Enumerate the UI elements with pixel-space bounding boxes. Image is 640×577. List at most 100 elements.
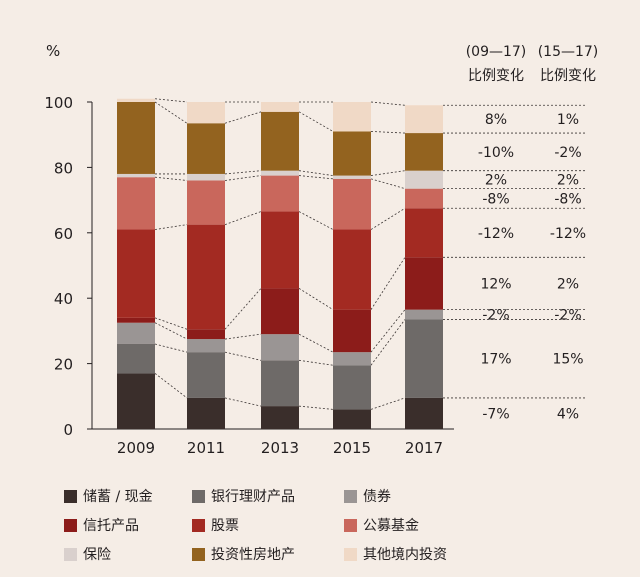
legend-label: 股票	[211, 518, 239, 534]
y-unit-label: %	[46, 42, 60, 60]
connector-line	[154, 101, 188, 124]
legend-swatch	[64, 489, 77, 503]
change-value-1517: -12%	[550, 226, 586, 242]
change-value-0917: 8%	[485, 112, 507, 128]
bar-segment-2015	[333, 178, 371, 230]
bar-segment-2011	[187, 173, 225, 181]
connector-line	[224, 111, 262, 124]
connector-line	[370, 309, 406, 353]
y-tick-label: 20	[54, 356, 73, 374]
bar-segment-2011	[187, 329, 225, 340]
connector-line	[370, 170, 406, 176]
change-value-1517: 1%	[557, 112, 579, 128]
bar-segment-2011	[187, 339, 225, 353]
connector-line	[370, 397, 406, 410]
connector-line	[154, 322, 188, 340]
legend-swatch	[344, 518, 357, 532]
change-value-0917: 12%	[480, 276, 511, 292]
bar-segment-2011	[187, 397, 225, 429]
bar-segment-2013	[261, 334, 299, 361]
bar-segment-2017	[405, 309, 443, 320]
connector-line	[224, 288, 262, 330]
legend-label: 信托产品	[83, 518, 139, 534]
change-header-1517-line2: 比例变化	[540, 68, 596, 84]
connector-line	[298, 288, 334, 310]
legend-item: 股票	[192, 515, 344, 535]
legend-item: 其他境内投资	[344, 544, 514, 564]
legend-swatch	[64, 547, 77, 561]
connector-line	[298, 359, 334, 366]
change-value-0917: -10%	[478, 145, 514, 161]
bar-segment-2009	[117, 102, 155, 174]
bar-segment-2015	[333, 309, 371, 353]
bar-segment-2015	[333, 229, 371, 310]
bar-segment-2017	[405, 105, 443, 134]
connector-line	[224, 175, 262, 181]
change-value-1517: -2%	[554, 145, 581, 161]
legend-label: 储蓄 / 现金	[83, 489, 153, 505]
legend-item: 储蓄 / 现金	[64, 486, 192, 506]
x-tick-label: 2011	[187, 439, 225, 457]
y-tick-label: 100	[44, 94, 73, 112]
change-value-1517: 15%	[552, 352, 583, 368]
connector-line	[370, 319, 406, 366]
legend: 储蓄 / 现金 银行理财产品 债券信托产品 股票 公募基金保险 投资性房地产 其他境内投资	[64, 486, 624, 564]
change-value-0917: 17%	[480, 352, 511, 368]
y-tick-label: 40	[54, 290, 73, 308]
legend-item: 保险	[64, 544, 192, 564]
y-tick-label: 0	[63, 421, 73, 439]
connector-line	[370, 131, 406, 134]
change-value-0917: 2%	[485, 173, 507, 189]
bar-segment-2017	[405, 170, 443, 189]
legend-item: 债券	[344, 486, 514, 506]
bar-segment-2017	[405, 133, 443, 171]
legend-label: 债券	[363, 489, 391, 505]
bar-segment-2011	[187, 123, 225, 174]
bar-segment-2009	[117, 98, 155, 102]
x-tick-label: 2017	[405, 439, 443, 457]
change-value-0917: -7%	[482, 406, 509, 422]
bar-segment-2017	[405, 397, 443, 429]
change-value-0917: -2%	[482, 308, 509, 324]
bar-segment-2017	[405, 257, 443, 310]
bar-segment-2015	[333, 352, 371, 366]
connector-line	[154, 224, 188, 230]
bar-segment-2013	[261, 170, 299, 176]
bar-segment-2009	[117, 322, 155, 344]
change-value-1517: 2%	[557, 173, 579, 189]
legend-item: 公募基金	[344, 515, 514, 535]
connector-line	[154, 98, 188, 103]
legend-label: 投资性房地产	[211, 547, 295, 563]
change-value-0917: -12%	[478, 226, 514, 242]
bar-segment-2013	[261, 288, 299, 335]
connector-line	[224, 397, 262, 407]
legend-label: 公募基金	[363, 518, 419, 534]
connector-line	[298, 175, 334, 180]
bar-segment-2013	[261, 211, 299, 289]
bar-segment-2015	[333, 175, 371, 179]
connector-line	[370, 101, 406, 106]
bar-segment-2013	[261, 406, 299, 429]
connector-line	[224, 170, 262, 175]
change-header-1517-line1: (15—17)	[538, 44, 599, 60]
legend-label: 其他境内投资	[363, 547, 447, 563]
change-value-1517: -2%	[554, 308, 581, 324]
change-value-1517: 4%	[557, 406, 579, 422]
legend-item: 银行理财产品	[192, 486, 344, 506]
change-value-0917: -8%	[482, 191, 509, 207]
legend-label: 保险	[83, 547, 111, 563]
bar-segment-2015	[333, 365, 371, 410]
connector-line	[370, 207, 406, 230]
connector-line	[370, 257, 406, 310]
bar-segment-2011	[187, 102, 225, 124]
connector-line	[298, 405, 334, 410]
connector-line	[224, 211, 262, 226]
connector-line	[154, 317, 188, 330]
bar-segment-2009	[117, 343, 155, 374]
connector-line	[154, 176, 188, 181]
stacked-bar-chart: % 0 20 40 60 80 100 2009 2011 2013 2015 2017 (09—17)…	[44, 42, 599, 457]
legend-item: 信托产品	[64, 515, 192, 535]
legend-swatch	[344, 547, 357, 561]
bar-segment-2013	[261, 111, 299, 171]
